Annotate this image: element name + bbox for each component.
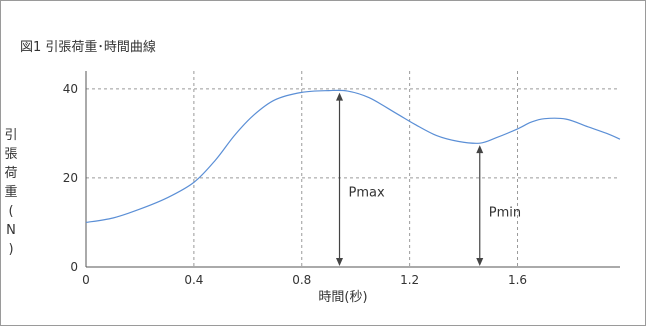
y-axis-label-char: 重 bbox=[4, 185, 18, 200]
annotation-arrow-head-bottom bbox=[336, 258, 344, 266]
y-axis-label-char: ) bbox=[8, 242, 14, 257]
x-axis-label: 時間(秒) bbox=[318, 290, 367, 305]
y-axis-label: 引張荷重 ( N) bbox=[2, 126, 20, 259]
y-axis-label-char: 張 bbox=[4, 147, 18, 162]
y-axis-label-char: 引 bbox=[4, 128, 18, 143]
chart-title: 図1 引張荷重･時間曲線 bbox=[20, 40, 156, 55]
x-tick-label: 0.8 bbox=[292, 273, 311, 287]
annotation-arrow-head-bottom bbox=[476, 258, 484, 266]
y-tick-label: 0 bbox=[70, 260, 78, 274]
y-tick-label: 20 bbox=[63, 171, 78, 185]
annotation-label: Pmin bbox=[489, 205, 521, 220]
y-axis-label-char: 荷 bbox=[4, 166, 18, 181]
y-tick-label: 40 bbox=[63, 82, 78, 96]
annotation-arrow-head-top bbox=[336, 92, 344, 101]
x-tick-label: 0 bbox=[82, 273, 90, 287]
y-axis-label-char: ( bbox=[8, 204, 14, 219]
annotation-arrow-head-top bbox=[476, 145, 484, 154]
annotation-label: Pmax bbox=[349, 185, 385, 200]
x-tick-label: 1.2 bbox=[400, 273, 419, 287]
x-tick-label: 1.6 bbox=[508, 273, 527, 287]
x-tick-label: 0.4 bbox=[184, 273, 203, 287]
series-line bbox=[85, 89, 621, 224]
y-axis-label-char: N bbox=[6, 223, 16, 238]
